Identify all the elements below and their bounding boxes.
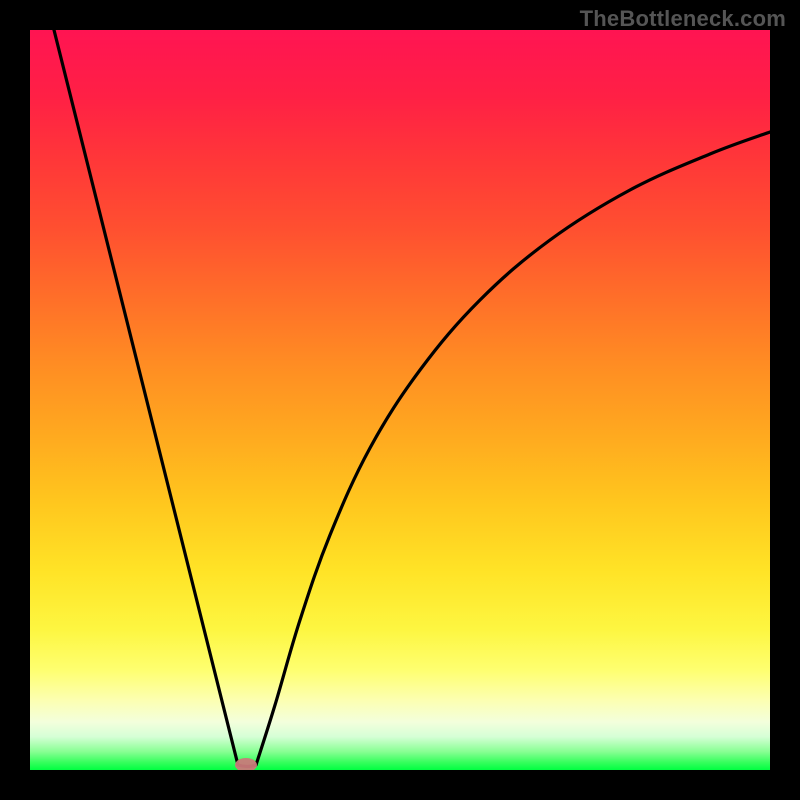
- watermark-text: TheBottleneck.com: [580, 6, 786, 32]
- chart-frame: TheBottleneck.com: [0, 0, 800, 800]
- curve-layer: [30, 30, 770, 770]
- bottleneck-curve: [54, 30, 770, 767]
- plot-area: [30, 30, 770, 770]
